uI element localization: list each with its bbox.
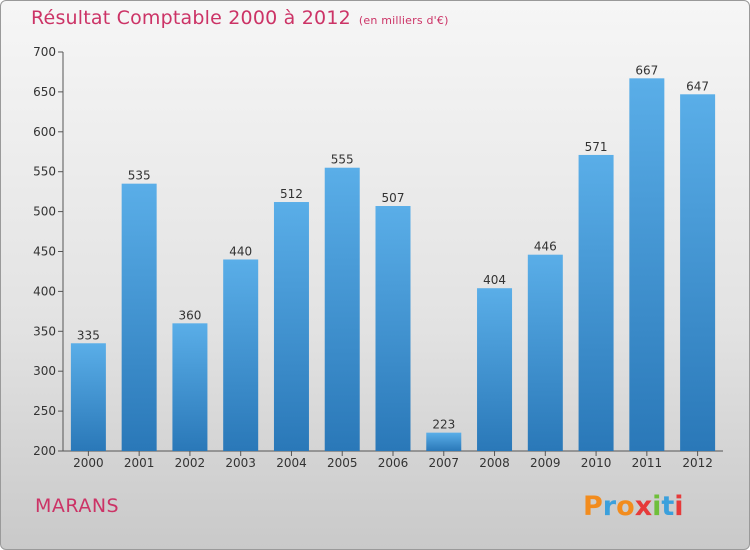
bar bbox=[477, 288, 513, 451]
x-tick-label: 2002 bbox=[175, 456, 206, 470]
bar bbox=[426, 432, 462, 451]
bar bbox=[121, 183, 157, 452]
logo-letter: i bbox=[674, 491, 684, 522]
x-tick-label: 2004 bbox=[276, 456, 307, 470]
x-tick-label: 2005 bbox=[327, 456, 358, 470]
data-label: 335 bbox=[77, 328, 100, 342]
bar bbox=[375, 206, 411, 451]
y-tick-label: 350 bbox=[33, 324, 56, 338]
data-label: 440 bbox=[229, 244, 252, 258]
logo-letter: P bbox=[583, 491, 603, 522]
data-label: 571 bbox=[585, 140, 608, 154]
logo-letter: r bbox=[602, 491, 617, 522]
x-tick-label: 2011 bbox=[632, 456, 663, 470]
y-tick-label: 700 bbox=[33, 45, 56, 59]
y-tick-label: 550 bbox=[33, 165, 56, 179]
bars bbox=[70, 78, 716, 452]
logo-letter: o bbox=[616, 491, 635, 522]
bar bbox=[680, 94, 716, 451]
bar bbox=[223, 259, 259, 451]
x-tick-label: 2012 bbox=[682, 456, 713, 470]
logo-letter: t bbox=[661, 491, 675, 522]
chart-title: Résultat Comptable 2000 à 2012 (en millie… bbox=[31, 7, 449, 29]
data-label: 446 bbox=[534, 240, 557, 254]
chart-subtitle: (en milliers d'€) bbox=[358, 14, 449, 27]
bar bbox=[172, 323, 208, 451]
x-tick-label: 2003 bbox=[225, 456, 256, 470]
x-tick-label: 2009 bbox=[530, 456, 561, 470]
y-tick-label: 400 bbox=[33, 284, 56, 298]
bar bbox=[70, 343, 106, 451]
data-label: 555 bbox=[331, 153, 354, 167]
y-tick-label: 250 bbox=[33, 404, 56, 418]
x-tick-label: 2007 bbox=[428, 456, 459, 470]
data-label: 404 bbox=[483, 273, 506, 287]
bar bbox=[273, 202, 309, 451]
proxiti-logo: Proxiti bbox=[583, 491, 684, 522]
y-tick-label: 200 bbox=[33, 444, 56, 458]
bar bbox=[578, 154, 614, 451]
x-tick-label: 2006 bbox=[378, 456, 409, 470]
logo-letter: i bbox=[652, 491, 662, 522]
bar bbox=[324, 167, 360, 451]
y-tick-label: 450 bbox=[33, 245, 56, 259]
data-label: 535 bbox=[128, 169, 151, 183]
bar bbox=[629, 78, 665, 452]
data-label: 360 bbox=[178, 308, 201, 322]
x-tick-label: 2010 bbox=[581, 456, 612, 470]
data-label: 223 bbox=[432, 418, 455, 432]
y-tick-label: 650 bbox=[33, 85, 56, 99]
x-tick-label: 2000 bbox=[73, 456, 104, 470]
y-tick-label: 300 bbox=[33, 364, 56, 378]
bar bbox=[527, 254, 563, 451]
data-label: 667 bbox=[635, 63, 658, 77]
y-tick-label: 500 bbox=[33, 205, 56, 219]
x-tick-label: 2001 bbox=[124, 456, 155, 470]
labels: 2000 335 2001 535 2002 360 2003 440 2004 512 2005 5… bbox=[73, 63, 713, 470]
x-tick-label: 2008 bbox=[479, 456, 510, 470]
chart-title-text: Résultat Comptable 2000 à 2012 bbox=[31, 7, 351, 29]
data-label: 647 bbox=[686, 79, 709, 93]
data-label: 507 bbox=[382, 191, 405, 205]
data-label: 512 bbox=[280, 187, 303, 201]
y-tick-label: 600 bbox=[33, 125, 56, 139]
logo-letter: x bbox=[634, 491, 653, 522]
commune-name: MARANS bbox=[35, 495, 120, 517]
